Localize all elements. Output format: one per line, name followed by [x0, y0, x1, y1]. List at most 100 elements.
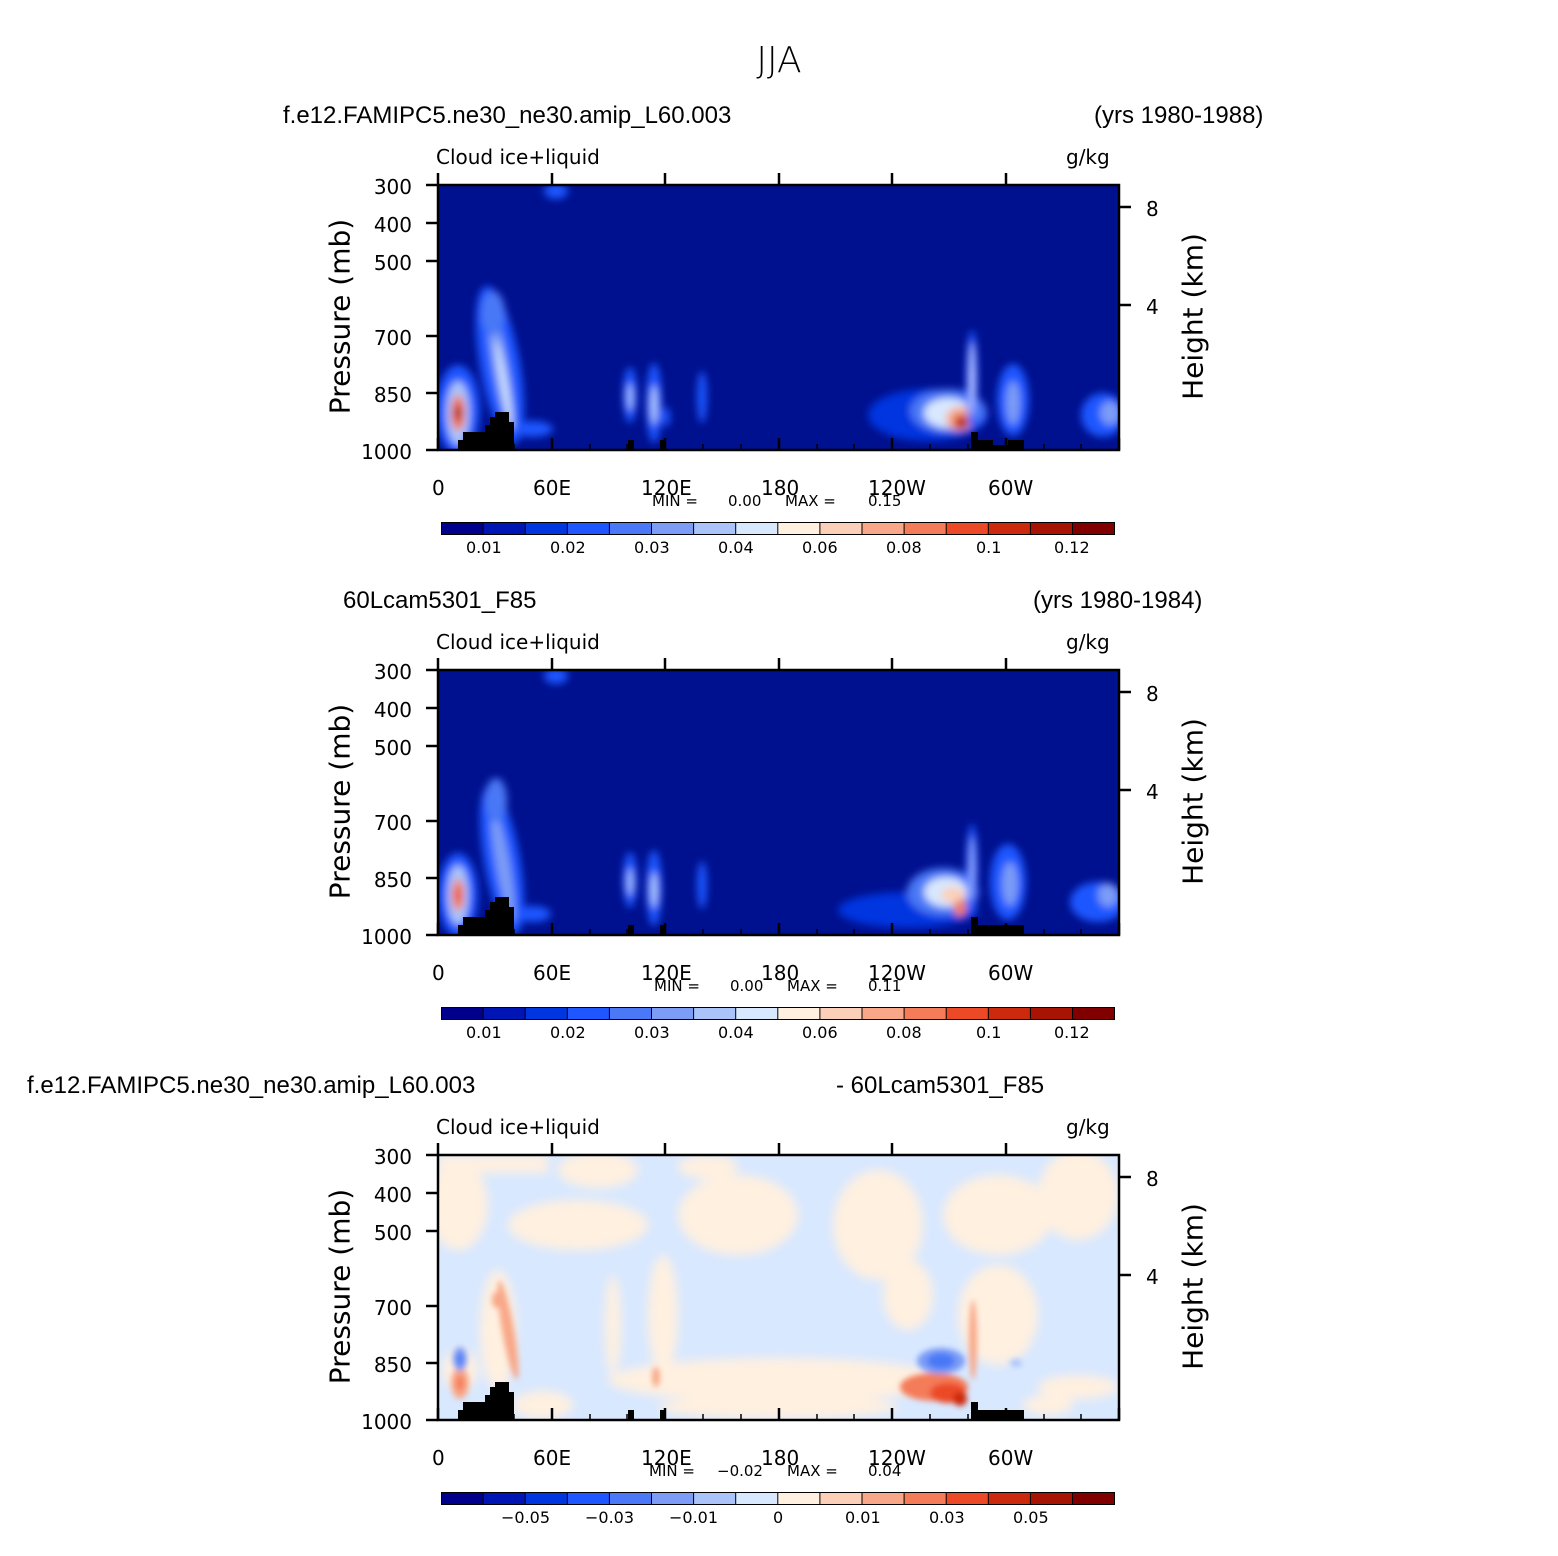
panel-1-topography [458, 412, 1024, 450]
panel-3-minus-case: - 60Lcam5301_F85 [836, 1072, 1045, 1099]
panel-3-plot-area [438, 1155, 1119, 1420]
panel-1-minor-ticks [475, 444, 1082, 450]
panel-2-colorbar-swatches [441, 1007, 1115, 1020]
panel-3-height-axis-title: Height (km) [1176, 1203, 1210, 1370]
panel-3-ptick-700: 700 [373, 1296, 412, 1320]
panel-3-strong-anomalies [451, 1280, 1022, 1406]
panel-2-colorbar [441, 1007, 1115, 1020]
panel-1-height-axis-title: Height (km) [1176, 233, 1210, 400]
panel-1-units: g/kg [1066, 145, 1110, 169]
panel-1-min-label: MIN = [652, 492, 698, 510]
panel-1-lon-120w: 120W [868, 476, 926, 500]
panel-2-cbar-label-8: 0.12 [1054, 1023, 1090, 1042]
panel-2-lon-60w: 60W [988, 961, 1034, 985]
panel-2-ptick-500: 500 [373, 736, 412, 760]
panel-2-minor-ticks [475, 929, 1082, 935]
panel-2-min-label: MIN = [654, 977, 700, 995]
panel-3-lon-60w: 60W [988, 1446, 1034, 1470]
panel-1-contour-field [438, 185, 1119, 450]
panel-2-major-ticks [426, 658, 1131, 937]
panel-2-max-label: MAX = [787, 977, 838, 995]
panel-1-axes [426, 173, 1131, 452]
panel-1-ptick-500: 500 [373, 251, 412, 275]
panel-3-major-ticks [426, 1143, 1131, 1422]
panel-2-ptick-400: 400 [373, 698, 412, 722]
panel-1-major-ticks [426, 173, 1131, 452]
panel-1-max-value: 0.15 [868, 492, 902, 510]
panel-3-cbar-label-4: 0 [773, 1508, 784, 1527]
panel-1-lon-180: 180 [761, 476, 800, 500]
panel-3-ptick-300: 300 [373, 1145, 412, 1169]
panel-3-cbar-label-7: 0.05 [1013, 1508, 1049, 1527]
panel-1-cbar-label-1: 0.01 [466, 538, 502, 557]
panel-2-ptick-300: 300 [373, 660, 412, 684]
panel-3-ptick-400: 400 [373, 1183, 412, 1207]
panel-1-cbar-label-5: 0.06 [802, 538, 838, 557]
panel-1-years: (yrs 1980-1988) [1094, 102, 1264, 129]
panel-3-colorbar-swatches [441, 1492, 1115, 1505]
panel-1-lon-0: 0 [432, 476, 445, 500]
panel-1-plot-area [438, 185, 1119, 450]
panel-2-htick-8: 8 [1146, 682, 1159, 706]
panel-1-colorbar [441, 522, 1115, 535]
panel-2-cbar-label-1: 0.01 [466, 1023, 502, 1042]
panel-2-max-value: 0.11 [868, 977, 902, 995]
panel-1-lon-60e: 60E [533, 476, 572, 500]
panel-1-ptick-700: 700 [373, 326, 412, 350]
panel-2-variable-label: Cloud ice+liquid [436, 630, 600, 654]
panel-3-ptick-850: 850 [373, 1353, 412, 1377]
panel-1-ptick-400: 400 [373, 213, 412, 237]
panel-1-ptick-300: 300 [373, 175, 412, 199]
panel-2-ptick-700: 700 [373, 811, 412, 835]
panel-2-topography [458, 897, 1024, 935]
panel-3-case-title: f.e12.FAMIPC5.ne30_ne30.amip_L60.003 [27, 1072, 476, 1099]
panel-3-max-value: 0.04 [868, 1462, 902, 1480]
panel-3-lon-120e: 120E [641, 1446, 692, 1470]
figure-title: JJA [756, 40, 802, 81]
panel-2-contour-field [438, 670, 1119, 935]
panel-3-htick-8: 8 [1146, 1167, 1159, 1191]
panel-2-cbar-label-7: 0.1 [976, 1023, 1002, 1042]
panel-1-max-label: MAX = [785, 492, 836, 510]
panel-2-ptick-1000: 1000 [361, 925, 412, 949]
panel-2-pressure-axis-title: Pressure (mb) [323, 703, 357, 900]
panel-3-lon-0: 0 [432, 1446, 445, 1470]
panel-3-ptick-500: 500 [373, 1221, 412, 1245]
panel-1-htick-4: 4 [1146, 295, 1159, 319]
panel-2-lon-180: 180 [761, 961, 800, 985]
panel-1-variable-label: Cloud ice+liquid [436, 145, 600, 169]
panel-1-pressure-axis-title: Pressure (mb) [323, 218, 357, 415]
panel-3-variable-label: Cloud ice+liquid [436, 1115, 600, 1139]
panel-2-lon-120e: 120E [641, 961, 692, 985]
panel-1-colorbar-swatches [441, 522, 1115, 535]
panel-1-lon-120e: 120E [641, 476, 692, 500]
panel-2-cbar-label-3: 0.03 [634, 1023, 670, 1042]
panel-2-axes [426, 658, 1131, 937]
panel-1-cbar-label-8: 0.12 [1054, 538, 1090, 557]
panel-3-min-label: MIN = [649, 1462, 695, 1480]
panel-3-lon-60e: 60E [533, 1446, 572, 1470]
panel-2-cbar-label-6: 0.08 [886, 1023, 922, 1042]
panel-1-htick-8: 8 [1146, 197, 1159, 221]
panel-3-units: g/kg [1066, 1115, 1110, 1139]
panel-1-ptick-850: 850 [373, 383, 412, 407]
panel-3-htick-4: 4 [1146, 1265, 1159, 1289]
panel-1-cbar-label-7: 0.1 [976, 538, 1002, 557]
panel-3-lon-180: 180 [761, 1446, 800, 1470]
panel-1-cbar-label-4: 0.04 [718, 538, 754, 557]
panel-3-topography [458, 1382, 1024, 1420]
panel-1-lon-60w: 60W [988, 476, 1034, 500]
panel-2-lon-60e: 60E [533, 961, 572, 985]
panel-3-cbar-label-3: −0.01 [669, 1508, 719, 1527]
panel-1-cbar-label-3: 0.03 [634, 538, 670, 557]
panel-2-units: g/kg [1066, 630, 1110, 654]
panel-2-cbar-label-2: 0.02 [550, 1023, 586, 1042]
panel-2-htick-4: 4 [1146, 780, 1159, 804]
panel-3-min-value: −0.02 [717, 1462, 763, 1480]
panel-2-lon-120w: 120W [868, 961, 926, 985]
panel-3-max-label: MAX = [787, 1462, 838, 1480]
panel-2-cbar-label-5: 0.06 [802, 1023, 838, 1042]
panel-3-axes [426, 1143, 1131, 1422]
panel-2-ptick-850: 850 [373, 868, 412, 892]
panel-1-case-title: f.e12.FAMIPC5.ne30_ne30.amip_L60.003 [283, 102, 732, 129]
